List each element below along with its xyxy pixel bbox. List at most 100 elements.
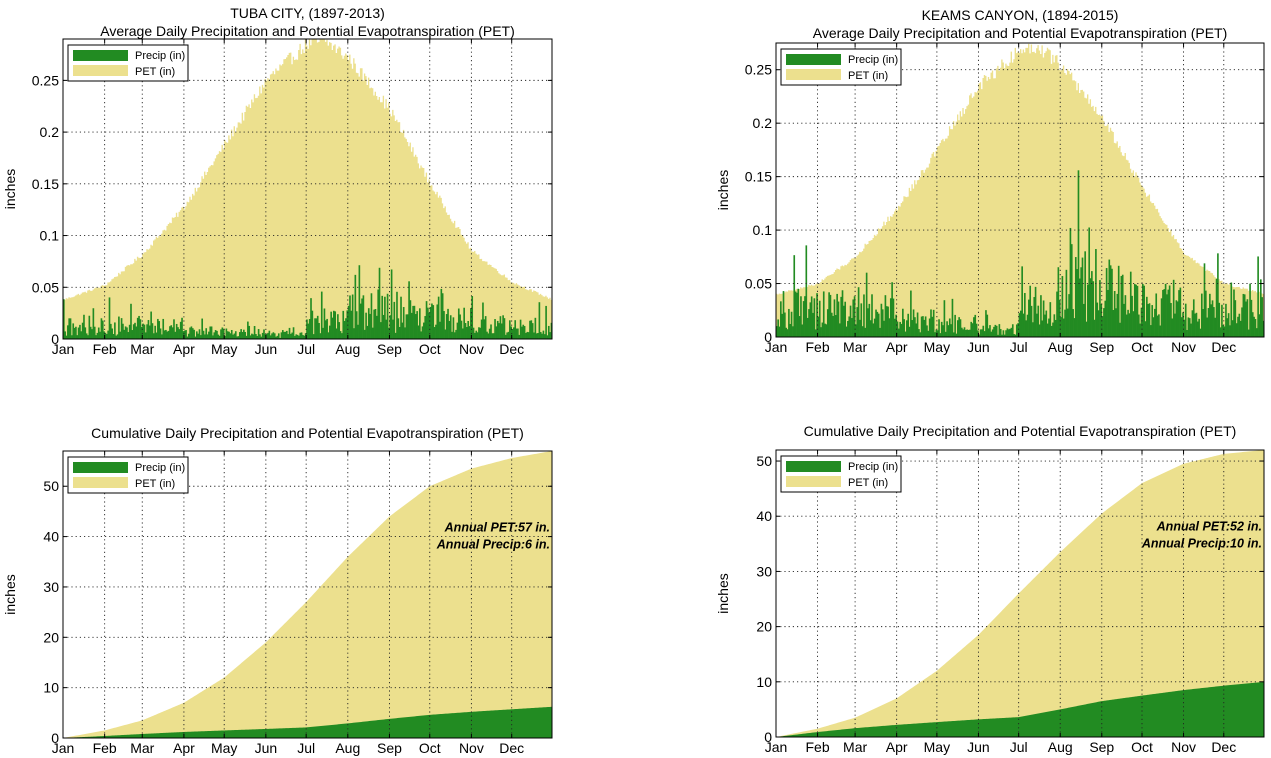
precip-bar xyxy=(1085,321,1088,337)
precip-bar xyxy=(1148,303,1151,337)
precip-bar xyxy=(1222,325,1225,337)
precip-bar xyxy=(198,329,201,339)
precip-bar xyxy=(414,314,417,339)
precip-bar xyxy=(124,326,127,339)
precip-bar xyxy=(248,325,251,339)
precip-bar xyxy=(197,333,199,339)
precip-bar xyxy=(416,311,418,339)
precip-bar xyxy=(222,328,225,339)
precip-bar xyxy=(832,315,834,337)
precip-bar xyxy=(1066,308,1069,337)
precip-bar xyxy=(1140,307,1143,337)
precip-bar xyxy=(159,328,162,339)
precip-bar xyxy=(1196,321,1199,337)
precip-bar xyxy=(1033,297,1036,337)
precip-bar xyxy=(1007,329,1010,337)
precip-bar xyxy=(323,308,326,339)
precip-bar xyxy=(1158,314,1160,337)
precip-bar xyxy=(790,311,793,337)
precip-bar xyxy=(938,319,940,337)
precip-bar xyxy=(550,322,552,339)
precip-bar xyxy=(218,335,221,339)
precip-bar xyxy=(1217,253,1219,337)
precip-bar xyxy=(825,324,828,337)
precip-bar xyxy=(1069,227,1072,337)
precip-bar xyxy=(392,319,394,339)
precip-bar xyxy=(1191,310,1194,337)
precip-bar xyxy=(386,293,389,339)
precip-bar xyxy=(1262,320,1264,337)
precip-bar xyxy=(1036,313,1038,337)
precip-bar xyxy=(77,327,80,339)
precip-bar xyxy=(1096,302,1099,337)
precip-bar xyxy=(531,323,534,339)
precip-bar xyxy=(784,312,786,337)
precip-bar xyxy=(224,335,226,339)
tuba_daily-chart: TUBA CITY, (1897-2013) Average Daily Prec… xyxy=(2,5,553,357)
precip-bar xyxy=(385,319,388,339)
precip-bar xyxy=(420,331,422,339)
precip-bar xyxy=(122,323,124,339)
precip-bar xyxy=(369,313,371,339)
precip-bar xyxy=(361,298,363,339)
precip-bar xyxy=(1163,289,1166,337)
precip-bar xyxy=(158,321,161,339)
precip-bar xyxy=(1038,324,1041,337)
precip-bar xyxy=(370,293,373,339)
pet-series-area xyxy=(63,451,552,738)
precip-bar xyxy=(377,289,379,339)
precip-bar xyxy=(1218,302,1221,337)
precip-bar xyxy=(1188,318,1191,337)
precip-bar xyxy=(169,326,171,339)
precip-bar xyxy=(1131,295,1133,337)
precip-bar xyxy=(326,318,328,339)
precip-bar xyxy=(927,330,930,337)
precip-bar xyxy=(331,317,334,339)
precip-bar xyxy=(87,335,89,339)
precip-bar xyxy=(463,307,465,339)
precip-bar xyxy=(439,321,441,339)
precip-bar xyxy=(467,320,470,339)
x-tick-label: Jan xyxy=(52,740,75,756)
precip-bar xyxy=(272,332,275,339)
precip-series-bars xyxy=(776,170,1264,337)
precip-bar xyxy=(408,281,410,339)
precip-bar xyxy=(230,330,233,339)
precip-bar xyxy=(349,295,351,339)
precip-bar xyxy=(435,324,437,339)
precip-bar xyxy=(275,336,277,339)
x-tick-label: Mar xyxy=(843,739,867,755)
precip-bar xyxy=(1054,319,1057,337)
precip-bar xyxy=(1028,299,1030,337)
precip-bar xyxy=(302,335,304,339)
precip-bar xyxy=(898,328,900,337)
precip-bar xyxy=(1128,313,1131,337)
precip-bar xyxy=(812,312,814,337)
precip-bar xyxy=(474,332,476,339)
precip-bar xyxy=(271,333,273,339)
legend-swatch-pet xyxy=(73,477,128,488)
precip-bar xyxy=(873,318,876,337)
precip-bar xyxy=(1221,304,1223,337)
precip-bar xyxy=(499,316,502,339)
precip-bar xyxy=(546,335,549,339)
precip-bar xyxy=(1001,334,1003,337)
legend-label-precip: Precip (in) xyxy=(848,54,898,66)
precip-bar xyxy=(451,331,453,339)
x-tick-label: Feb xyxy=(805,739,829,755)
precip-bar xyxy=(785,327,788,337)
precip-bar xyxy=(405,314,408,339)
precip-bar xyxy=(475,330,478,339)
precip-bar xyxy=(455,329,457,339)
precip-bar xyxy=(1070,244,1073,337)
precip-bar xyxy=(433,327,436,339)
precip-bar xyxy=(366,325,369,339)
precip-bar xyxy=(993,326,995,337)
precip-bar xyxy=(1192,299,1195,337)
precip-bar xyxy=(157,318,159,339)
precip-bar xyxy=(1124,295,1127,337)
precip-bar xyxy=(472,327,475,339)
precip-bar xyxy=(935,329,938,337)
precip-bar xyxy=(821,322,824,337)
precip-bar xyxy=(342,310,345,339)
